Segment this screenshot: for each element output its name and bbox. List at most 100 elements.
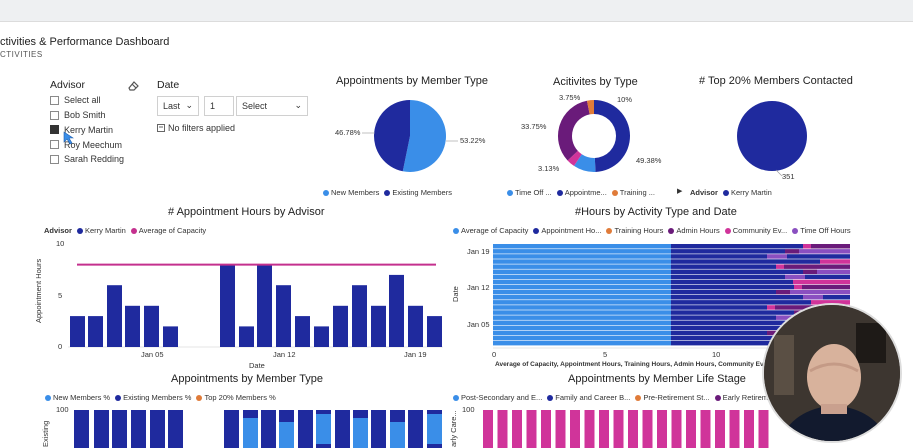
donut-label: 33.75% (521, 122, 547, 131)
bar (276, 285, 291, 347)
legend-label: Pre-Retirement St... (643, 393, 710, 402)
legend-swatch (722, 189, 729, 196)
x-tick: 0 (492, 350, 497, 359)
y-tick: Jan 12 (467, 283, 490, 292)
checkbox[interactable] (50, 96, 59, 105)
column-bar (371, 410, 386, 448)
column-bar (261, 410, 276, 448)
legend-label: Average of Capacity (138, 226, 207, 235)
column-bar (131, 410, 146, 448)
checkbox[interactable] (50, 155, 59, 164)
bottom-life-stage-legend: Post-Secondary and E... Family and Caree… (448, 393, 778, 402)
stack-segment-appointment (671, 284, 794, 290)
stack-segment-other (811, 300, 850, 305)
stack-segment-other (785, 249, 799, 254)
stack-segment-other (784, 264, 850, 269)
stack-segment-other (785, 300, 811, 305)
pie-slice (402, 100, 447, 172)
column-bar (526, 410, 537, 448)
column-bar (298, 410, 313, 448)
pie-member-type-title: Appointments by Member Type (336, 75, 489, 87)
column-bar (224, 410, 239, 448)
stack-segment-other (787, 254, 850, 259)
stack-segment-other (811, 244, 850, 249)
column-bar (671, 410, 682, 448)
checkbox-checked[interactable] (50, 125, 59, 134)
date-filter-status: No filters applied (168, 123, 236, 133)
donut-slice (558, 100, 590, 161)
hours-activity-title: #Hours by Activity Type and Date (575, 206, 737, 218)
legend-scroll-arrow-icon[interactable]: ▶ (677, 188, 683, 195)
stack-segment-capacity (493, 300, 671, 305)
date-period-dropdown[interactable]: Last ⌄ (157, 96, 199, 116)
legend-title: Advisor (44, 226, 72, 235)
bar (314, 326, 329, 347)
checkbox[interactable] (50, 111, 59, 120)
eraser-icon[interactable] (127, 79, 140, 92)
stack-segment-capacity (493, 279, 671, 285)
legend-swatch (606, 227, 613, 234)
bottom-member-type-title: Appointments by Member Type (171, 373, 324, 385)
webcam-overlay (762, 303, 902, 443)
stack-segment-capacity (493, 259, 671, 264)
y-tick: 100 (462, 405, 475, 414)
pie-label-right: 53.22% (460, 136, 486, 145)
stack-segment-appointment (671, 249, 785, 254)
date-count-input[interactable]: 1 (204, 96, 234, 116)
x-tick: Jan 05 (141, 350, 164, 359)
stack-segment-capacity (493, 310, 671, 315)
hours-advisor-legend: Advisor Kerry Martin Average of Capacity (44, 226, 206, 235)
stack-segment-appointment (671, 305, 767, 310)
filter-icon (157, 124, 165, 132)
stack-segment-appointment (671, 320, 803, 325)
page-title: ctivities & Performance Dashboard (0, 36, 170, 48)
column-bar (686, 410, 696, 448)
bar (352, 285, 367, 347)
y-tick: 0 (58, 342, 63, 351)
stack-segment-capacity (493, 269, 671, 274)
legend-label: Top 20% Members % (204, 393, 276, 402)
column-bar (168, 410, 183, 448)
bar (408, 305, 423, 347)
column-bar (657, 410, 667, 448)
donut-label: 10% (617, 95, 633, 104)
advisor-slicer-title: Advisor (50, 79, 86, 91)
pie-slice (737, 101, 807, 171)
legend-swatch (130, 227, 137, 234)
stack-segment-other (776, 264, 784, 269)
column-bar (599, 410, 609, 448)
legend-swatch (507, 189, 513, 196)
donut-slice (586, 100, 594, 115)
legend-label: Appointment Ho... (541, 226, 602, 235)
donut-label: 49.38% (636, 156, 662, 165)
bar (220, 264, 235, 347)
mouse-cursor-icon (62, 131, 74, 145)
legend-label: Existing Members (392, 188, 452, 197)
date-unit-placeholder: Select (242, 101, 268, 111)
stack-segment-capacity (493, 330, 671, 336)
x-axis-label: Average of Capacity, Appointment Hours, … (495, 361, 772, 368)
bar (70, 316, 85, 347)
stack-segment-other (817, 269, 850, 274)
legend-label: Average of Capacity (461, 226, 529, 235)
column-bar (700, 410, 711, 448)
option-label: Select all (64, 95, 101, 105)
stack-segment-other (793, 279, 850, 285)
legend-label: Time Off ... (515, 188, 552, 197)
date-unit-dropdown[interactable]: Select ⌄ (236, 96, 308, 116)
date-count-value: 1 (210, 101, 216, 111)
legend-label: Family and Career B... (555, 393, 631, 402)
stack-segment-capacity (493, 274, 671, 280)
column-bar (613, 410, 624, 448)
stack-segment-appointment (671, 264, 776, 269)
stack-segment-capacity (493, 249, 671, 254)
checkbox[interactable] (50, 140, 59, 149)
y-tick: Jan 05 (467, 320, 490, 329)
column-bar (555, 410, 566, 448)
